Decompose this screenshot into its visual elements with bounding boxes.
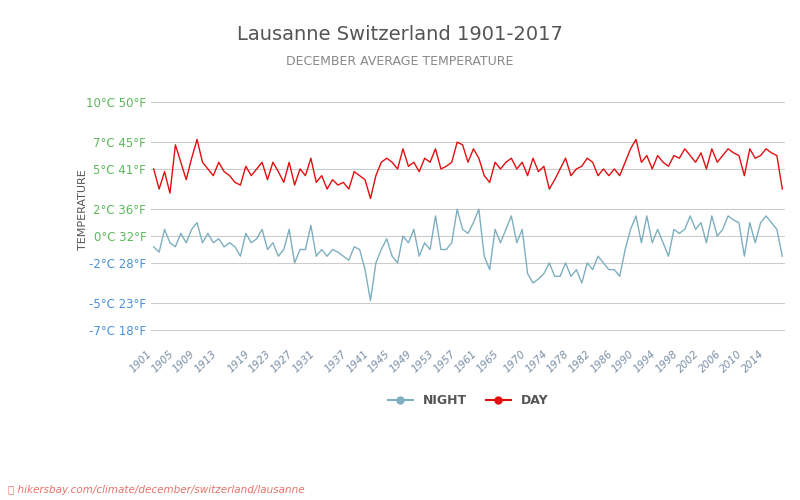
Text: DECEMBER AVERAGE TEMPERATURE: DECEMBER AVERAGE TEMPERATURE	[286, 55, 514, 68]
Text: ⌕ hikersbay.com/climate/december/switzerland/lausanne: ⌕ hikersbay.com/climate/december/switzer…	[8, 485, 305, 495]
Text: Lausanne Switzerland 1901-2017: Lausanne Switzerland 1901-2017	[237, 25, 563, 44]
Y-axis label: TEMPERATURE: TEMPERATURE	[78, 169, 88, 250]
Legend: NIGHT, DAY: NIGHT, DAY	[382, 390, 554, 412]
